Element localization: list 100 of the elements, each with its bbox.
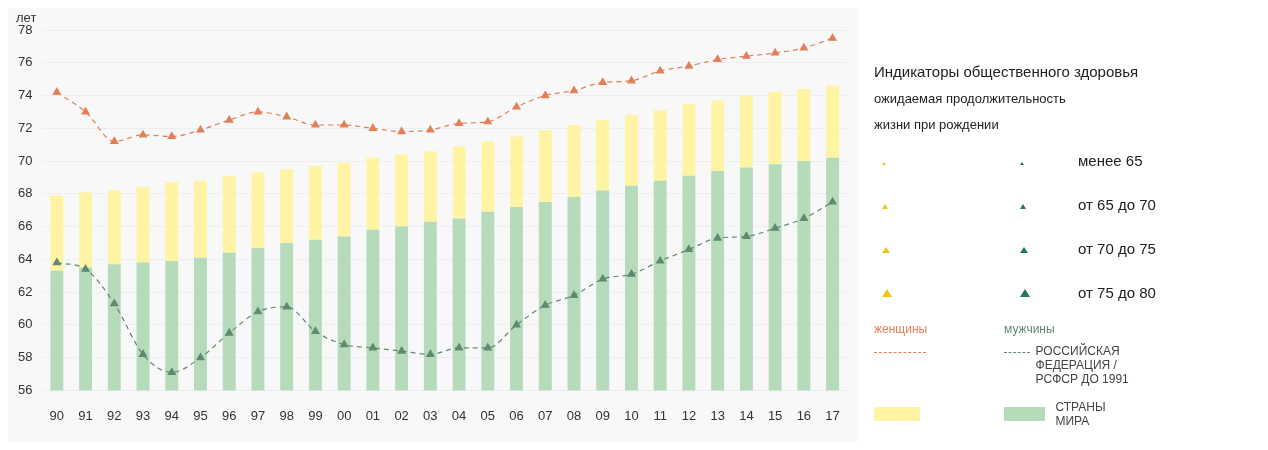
text: от 65 до 70	[1078, 195, 1156, 213]
point	[541, 300, 550, 308]
point	[81, 107, 90, 115]
x-tick-label: 94	[164, 407, 179, 423]
y-tick-label: 58	[17, 349, 33, 365]
point	[311, 120, 320, 128]
point	[483, 117, 492, 125]
point	[541, 90, 550, 99]
point	[311, 326, 320, 335]
point	[167, 367, 176, 375]
point	[110, 136, 119, 144]
text: женщины	[874, 322, 929, 336]
text: менее 65	[1078, 151, 1143, 169]
x-tick-label: 15	[767, 407, 783, 423]
x-tick-label: 07	[538, 407, 553, 423]
x-tick-label: 05	[480, 407, 496, 423]
point	[512, 320, 521, 328]
point	[52, 258, 61, 266]
point	[81, 264, 90, 272]
point	[627, 269, 636, 277]
text: мужчины	[1004, 322, 1056, 336]
point	[225, 115, 234, 123]
x-tick-label: 91	[78, 407, 93, 423]
x-tick-label: 93	[135, 407, 151, 423]
point	[598, 274, 607, 282]
x-tick-label: 00	[336, 407, 352, 423]
point	[742, 51, 751, 59]
point	[253, 107, 263, 115]
x-tick-label: 14	[739, 407, 754, 423]
point	[282, 112, 291, 120]
point	[656, 66, 665, 74]
point	[110, 298, 119, 307]
point	[512, 102, 521, 110]
x-tick-label: 92	[107, 407, 122, 423]
x-tick-label: 16	[796, 407, 812, 423]
point	[426, 349, 435, 357]
point	[282, 302, 291, 310]
point	[799, 213, 808, 221]
y-tick-label: 72	[17, 119, 33, 135]
y-tick-label: 70	[17, 152, 33, 168]
y-tick-label: 74	[17, 87, 33, 103]
point	[368, 343, 377, 351]
point	[771, 48, 780, 56]
point	[569, 290, 579, 298]
point	[52, 87, 61, 95]
x-tick-label: 11	[653, 407, 667, 423]
point	[455, 118, 464, 126]
point	[828, 197, 837, 205]
x-tick-label: 95	[193, 407, 208, 423]
point	[684, 61, 693, 69]
point	[713, 54, 722, 63]
point	[397, 126, 406, 135]
point	[483, 343, 492, 351]
point	[742, 231, 751, 240]
x-tick-label: 99	[308, 407, 323, 423]
point	[799, 43, 808, 51]
x-tick-label: 17	[825, 407, 840, 423]
text: ожидаемая продолжительность жизни при рождении	[874, 90, 1067, 134]
point	[196, 125, 205, 133]
x-tick-label: 96	[221, 407, 237, 423]
x-tick-label: 04	[451, 407, 467, 423]
point	[771, 223, 780, 231]
point	[656, 256, 665, 264]
x-tick-label: 98	[279, 407, 294, 423]
y-tick-label: 62	[17, 283, 33, 299]
y-tick-label: 60	[17, 316, 33, 332]
point	[569, 86, 579, 94]
y-tick-label: 64	[17, 250, 33, 266]
text: от 70 до 75	[1078, 239, 1156, 257]
point	[196, 353, 205, 361]
point	[684, 244, 693, 253]
text: РОССИЙСКАЯ ФЕДЕРАЦИЯ / РСФСР ДО 1991	[1035, 344, 1130, 386]
x-tick-label: 02	[394, 407, 409, 423]
y-tick-label: 76	[17, 54, 33, 70]
x-tick-label: 01	[365, 407, 381, 423]
point	[397, 346, 406, 354]
x-tick-label: 08	[566, 407, 582, 423]
point	[138, 130, 148, 138]
legend-label: СТРАНЫ МИРА	[1055, 400, 1107, 428]
x-tick-label: 10	[624, 407, 639, 423]
text: Индикаторы общественного здоровья	[874, 63, 1140, 80]
point	[340, 120, 349, 128]
point	[627, 76, 636, 84]
point	[138, 349, 148, 357]
x-tick-label: 09	[595, 407, 610, 423]
point	[368, 123, 377, 131]
x-tick-label: 12	[681, 407, 697, 423]
y-tick-label: 66	[17, 218, 33, 234]
x-tick-label: 97	[250, 407, 266, 423]
x-tick-label: 06	[509, 407, 524, 423]
point	[426, 125, 435, 133]
x-tick-label: 03	[423, 407, 438, 423]
y-tick-label: 56	[17, 381, 33, 397]
point	[167, 131, 176, 140]
point	[828, 33, 837, 41]
point	[455, 343, 464, 351]
x-tick-label: 13	[710, 407, 725, 423]
y-tick-label: 68	[17, 185, 33, 201]
point	[340, 339, 349, 348]
point	[225, 328, 234, 336]
